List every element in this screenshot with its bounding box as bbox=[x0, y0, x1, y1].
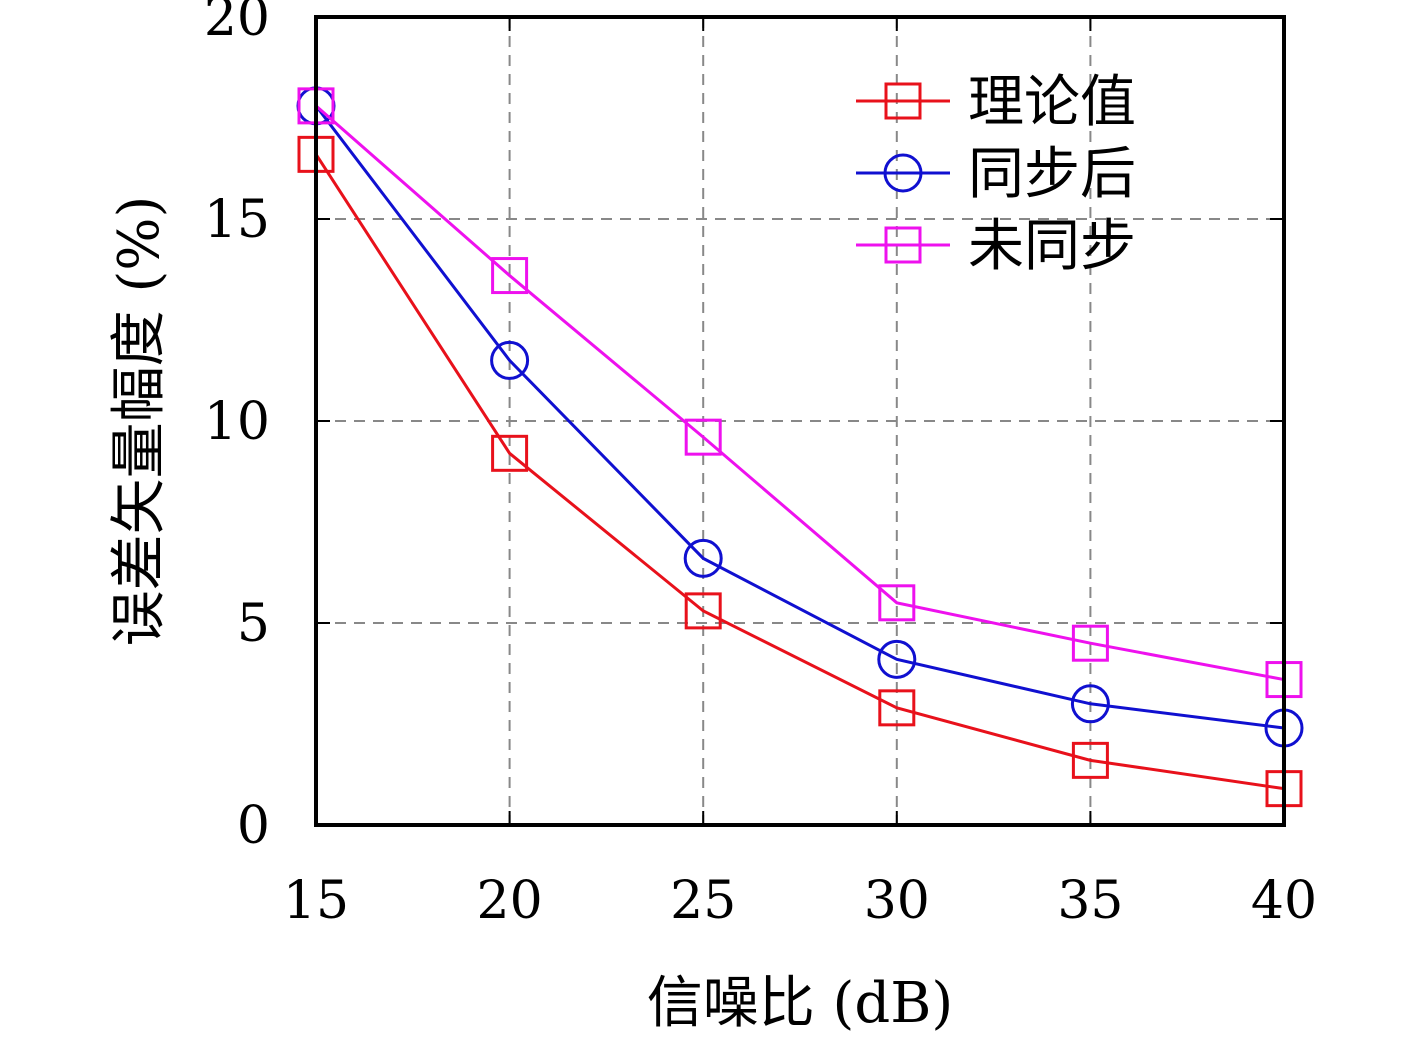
data-point-square bbox=[684, 418, 722, 456]
legend-item: 同步后 bbox=[856, 142, 1136, 207]
legend-swatch-marker bbox=[884, 226, 922, 264]
series-line bbox=[315, 104, 1285, 682]
y-tick-label: 5 bbox=[237, 594, 270, 654]
data-point-circle bbox=[1070, 684, 1110, 724]
grid bbox=[316, 17, 1284, 825]
x-tick-label: 40 bbox=[1251, 871, 1317, 931]
series-line bbox=[314, 104, 1285, 730]
data-point-square bbox=[1071, 624, 1109, 662]
legend-label: 理论值 bbox=[968, 70, 1136, 135]
series-circle-1010d0 bbox=[296, 86, 1304, 748]
data-point-square bbox=[684, 592, 722, 630]
x-tick-label: 20 bbox=[477, 871, 543, 931]
y-tick-label: 0 bbox=[237, 796, 270, 856]
data-point-circle bbox=[683, 538, 723, 578]
data-point-square bbox=[491, 434, 529, 472]
x-axis-title: 信噪比 (dB) bbox=[647, 971, 954, 1036]
y-axis-title: 误差矢量幅度 (%) bbox=[107, 196, 172, 647]
legend-item: 理论值 bbox=[856, 70, 1136, 135]
legend-label: 同步后 bbox=[968, 142, 1136, 207]
y-tick-label: 20 bbox=[204, 0, 270, 48]
series-square-e8111b bbox=[297, 135, 1303, 808]
series-square-ee11ee bbox=[297, 87, 1303, 699]
series-layer bbox=[296, 86, 1304, 808]
legend-label: 未同步 bbox=[968, 214, 1136, 279]
series-line bbox=[314, 153, 1285, 791]
x-tick-label: 35 bbox=[1057, 871, 1123, 931]
data-point-square bbox=[878, 689, 916, 727]
y-tick-label: 15 bbox=[204, 190, 270, 250]
data-point-square bbox=[878, 584, 916, 622]
x-tick-label: 15 bbox=[283, 871, 349, 931]
data-point-circle bbox=[490, 340, 530, 380]
legend-swatch-marker bbox=[884, 82, 922, 120]
x-tick-label: 30 bbox=[864, 871, 930, 931]
y-tick-label: 10 bbox=[204, 392, 270, 452]
data-point-circle bbox=[877, 639, 917, 679]
data-point-square bbox=[1071, 741, 1109, 779]
data-point-square bbox=[491, 257, 529, 295]
legend-swatch-marker bbox=[883, 153, 923, 193]
legend-item: 未同步 bbox=[856, 214, 1136, 279]
x-tick-label: 25 bbox=[670, 871, 736, 931]
ticks: 15 20 25 30 35 40 0 5 10 15 20 bbox=[204, 0, 1317, 931]
